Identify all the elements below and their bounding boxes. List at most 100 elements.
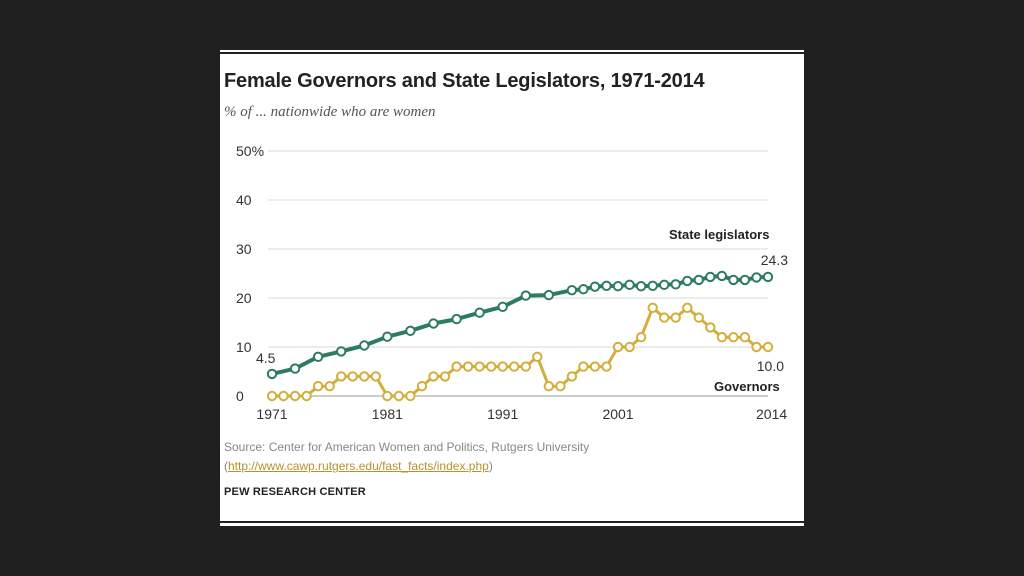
governors-point (312, 381, 324, 392)
governors-point (624, 341, 635, 353)
start-value-legislators: 4.5 (256, 350, 276, 366)
y-tick-label: 20 (236, 290, 252, 306)
chart-card: Female Governors and State Legislators, … (220, 50, 804, 526)
governors-point (543, 381, 554, 392)
series-label-governors: Governors (714, 379, 780, 394)
line-chart: 0 10 20 30 40 50% 1971 1981 1991 2001 2014 State le… (236, 143, 788, 422)
governors-point (462, 361, 474, 372)
governors-point (520, 361, 531, 372)
legislators-point (762, 271, 774, 283)
governors-point (532, 351, 543, 362)
governors-point (762, 341, 774, 353)
governors-point (601, 361, 612, 372)
governors-point (612, 341, 624, 353)
governors-point (578, 361, 589, 372)
governors-point (566, 371, 578, 382)
source-link-close: ) (488, 459, 493, 473)
governors-point (635, 332, 647, 343)
legislators-point (612, 281, 624, 292)
legislators-point (520, 290, 531, 301)
legislators-point (359, 340, 370, 351)
legislators-point (624, 279, 635, 291)
governors-point (266, 390, 278, 402)
y-tick-label: 40 (236, 192, 252, 208)
legislators-point (474, 307, 485, 318)
legislators-point (589, 281, 601, 292)
legislators-point (682, 275, 693, 287)
y-tick-label: 0 (236, 388, 244, 404)
source-link-line: (http://www.cawp.rutgers.edu/fast_facts/… (224, 459, 493, 473)
governors-point (705, 322, 716, 333)
legislators-point (428, 318, 439, 329)
legislators-point (739, 274, 751, 286)
chart-subtitle: % of ... nationwide who are women (224, 104, 436, 120)
legislators-point (566, 285, 578, 296)
governors-point (324, 381, 335, 392)
governors-point (509, 361, 520, 372)
governors-point (416, 381, 428, 392)
governors-point (659, 312, 670, 323)
governors-point (670, 312, 681, 323)
bottom-rule (220, 521, 804, 523)
x-tick-label: 2001 (602, 406, 633, 422)
legislators-point (716, 270, 728, 282)
governors-point (451, 361, 462, 372)
governors-point (382, 390, 393, 402)
governors-point (336, 371, 347, 382)
end-value-legislators: 24.3 (761, 252, 788, 268)
legislators-point (382, 331, 393, 342)
source-link-open: ( (224, 459, 228, 473)
legislators-point (728, 274, 739, 286)
legislators-point (312, 351, 324, 362)
legislators-point (336, 346, 347, 357)
legislators-point (647, 280, 658, 292)
y-tick-label: 50% (236, 143, 264, 159)
legislators-point (578, 284, 589, 295)
chart-title: Female Governors and State Legislators, … (224, 70, 705, 92)
governors-point (289, 390, 301, 402)
x-tick-label: 1991 (487, 406, 518, 422)
governors-point (301, 390, 312, 402)
governors-point (647, 302, 658, 313)
governors-point (555, 381, 566, 392)
y-tick-label: 10 (236, 339, 252, 355)
governors-point (682, 302, 693, 313)
governors-point (486, 361, 497, 372)
source-link[interactable]: http://www.cawp.rutgers.edu/fast_facts/i… (228, 459, 489, 473)
governors-point (497, 361, 508, 372)
legislators-point (670, 279, 681, 290)
governors-point (405, 390, 416, 402)
legislators-point (693, 274, 704, 286)
legislators-point (751, 272, 762, 283)
end-value-governors: 10.0 (757, 358, 784, 374)
y-tick-label: 30 (236, 241, 252, 257)
legislators-line (271, 273, 769, 376)
governors-point (693, 312, 704, 323)
legislators-point (543, 289, 554, 301)
governors-point (428, 371, 439, 382)
governors-point (347, 371, 358, 382)
series-label-legislators: State legislators (669, 227, 769, 242)
x-tick-label: 1971 (256, 406, 287, 422)
legislators-point (659, 279, 670, 291)
legislators-point (635, 281, 647, 292)
legislators-point (705, 271, 716, 283)
governors-point (370, 371, 382, 382)
governors-point (589, 361, 601, 372)
governors-point (751, 341, 762, 353)
governors-point (739, 332, 751, 343)
legislators-point (497, 301, 508, 312)
legislators-point (266, 368, 278, 380)
legislators-point (451, 313, 462, 325)
top-rule (220, 52, 804, 54)
pew-brand: PEW RESEARCH CENTER (224, 486, 366, 498)
governors-point (474, 361, 485, 372)
legislators-point (601, 280, 612, 292)
governors-point (278, 390, 289, 402)
legislators-point (289, 363, 301, 374)
governors-point (359, 371, 370, 382)
source-note: Source: Center for American Women and Po… (224, 440, 590, 454)
governors-point (716, 332, 728, 343)
governors-point (728, 332, 739, 343)
governors-point (439, 371, 451, 382)
